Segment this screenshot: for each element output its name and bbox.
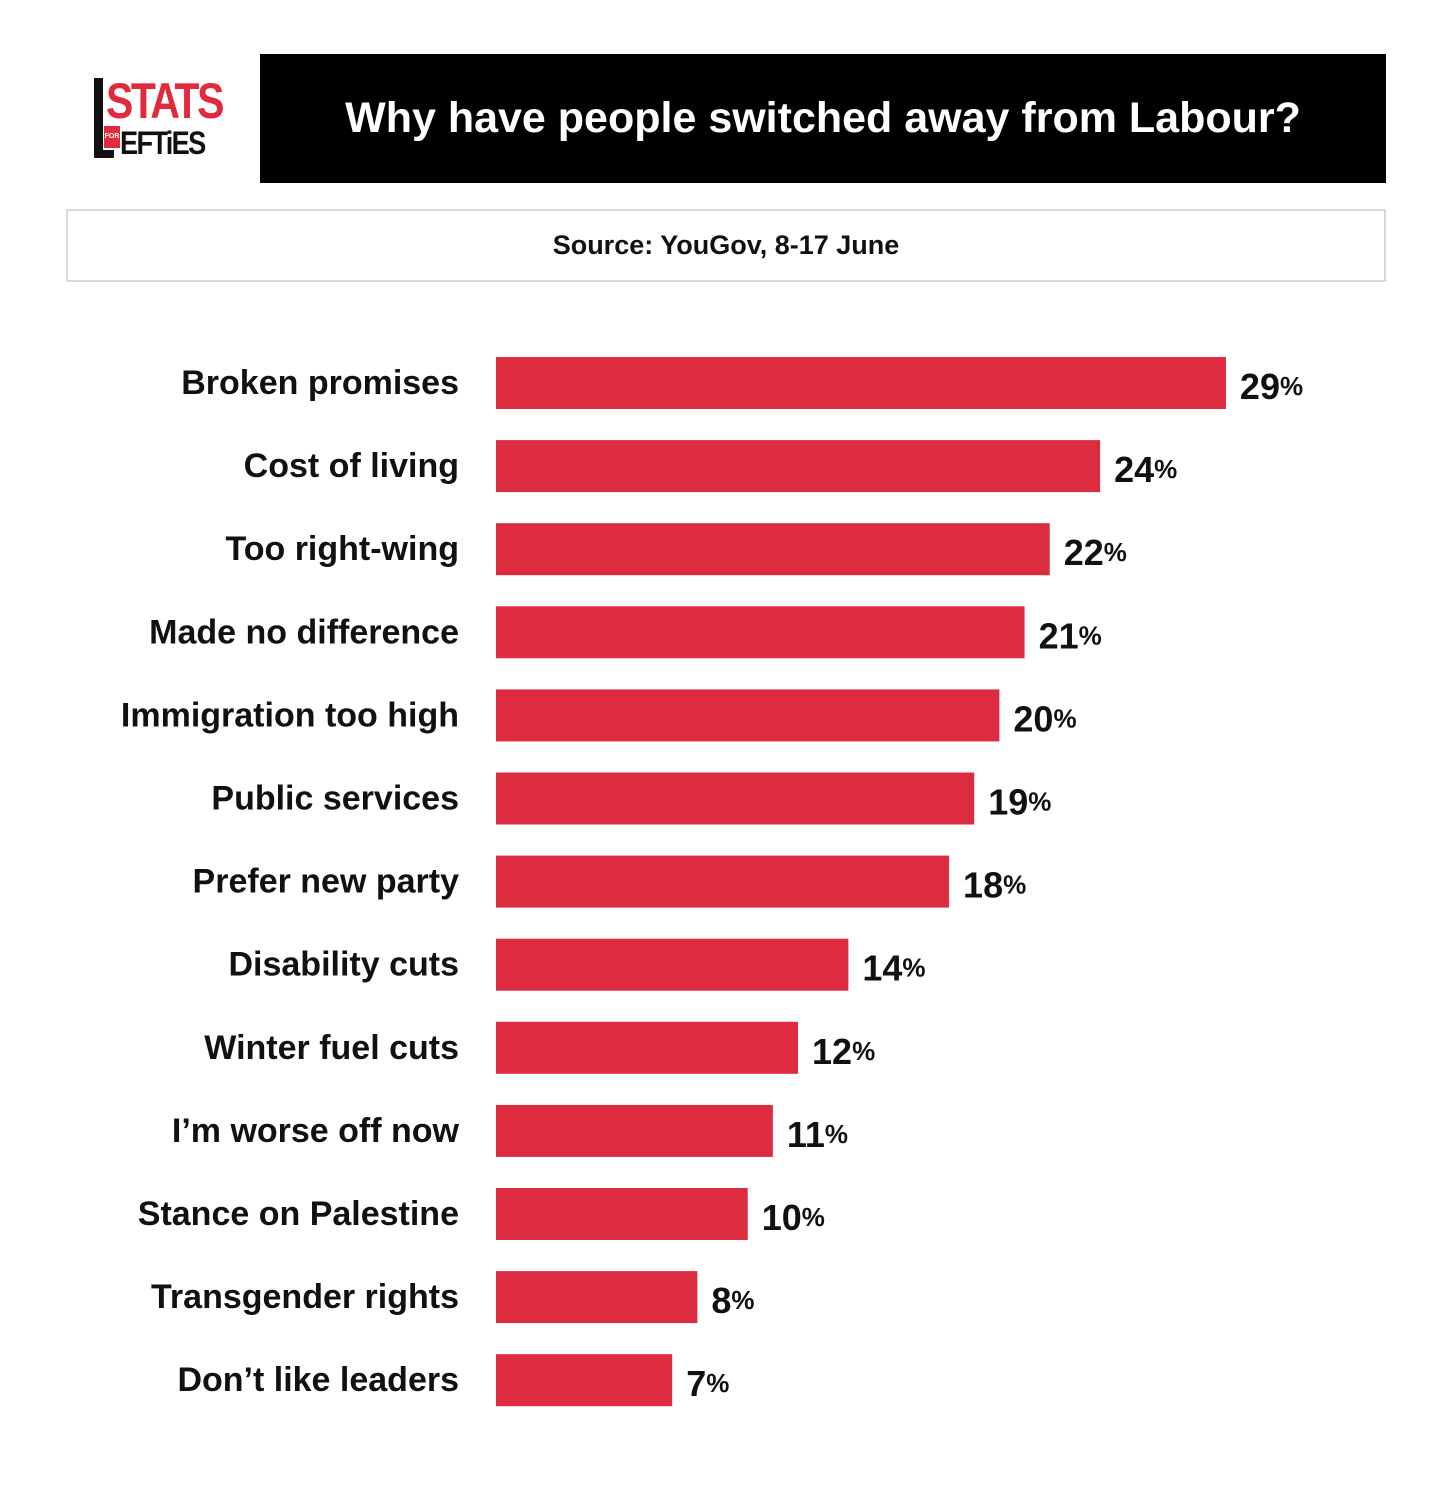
logo-l-stem (94, 78, 103, 158)
chart-title: Why have people switched away from Labou… (345, 94, 1301, 142)
value-label: 21% (1039, 615, 1102, 656)
bar (496, 689, 1000, 742)
category-label: Immigration too high (121, 696, 459, 734)
bar (496, 1188, 748, 1240)
value-label: 7% (686, 1363, 729, 1404)
value-label: 12% (812, 1030, 875, 1071)
stats-for-lefties-logo: STATS FOR EFTiES (92, 76, 224, 162)
chart-title-banner: Why have people switched away from Labou… (260, 54, 1386, 183)
category-label: Transgender rights (151, 1278, 459, 1316)
bar (496, 938, 849, 991)
bar-chart: Broken promises 29% Cost of living 24% Too r… (121, 357, 1303, 1407)
category-label: Don’t like leaders (177, 1361, 459, 1399)
logo-for-text: FOR (104, 126, 120, 148)
bar (496, 440, 1101, 493)
category-label: Winter fuel cuts (204, 1029, 459, 1067)
bar (496, 1271, 698, 1324)
bar (496, 1354, 673, 1407)
category-label: Disability cuts (228, 946, 459, 984)
category-label: Public services (211, 780, 459, 818)
bar (496, 523, 1050, 576)
logo-lefties-text: EFTiES (120, 125, 206, 161)
value-label: 24% (1114, 449, 1177, 490)
value-label: 14% (862, 947, 925, 988)
source-box: Source: YouGov, 8-17 June (66, 209, 1386, 282)
logo-stats-text: STATS (106, 73, 224, 129)
category-label: Cost of living (244, 447, 459, 485)
value-label: 22% (1064, 532, 1127, 573)
category-label: Too right-wing (225, 530, 459, 568)
value-label: 19% (988, 781, 1051, 822)
logo-l-base (94, 150, 114, 158)
value-label: 18% (963, 864, 1026, 905)
value-label: 8% (711, 1280, 754, 1321)
value-label: 11% (787, 1113, 848, 1154)
category-label: I’m worse off now (172, 1112, 460, 1150)
bar (496, 1104, 773, 1157)
category-label: Broken promises (181, 364, 459, 402)
value-label: 29% (1240, 366, 1303, 407)
bar (496, 606, 1025, 659)
category-label: Made no difference (149, 613, 459, 651)
bar (496, 772, 975, 825)
value-label: 20% (1013, 698, 1076, 739)
category-label: Stance on Palestine (138, 1195, 459, 1233)
value-label: 10% (762, 1197, 825, 1238)
bar (496, 1021, 799, 1074)
source-text: Source: YouGov, 8-17 June (552, 230, 900, 260)
category-label: Prefer new party (193, 863, 460, 901)
bar (496, 855, 950, 908)
bar (496, 357, 1226, 409)
